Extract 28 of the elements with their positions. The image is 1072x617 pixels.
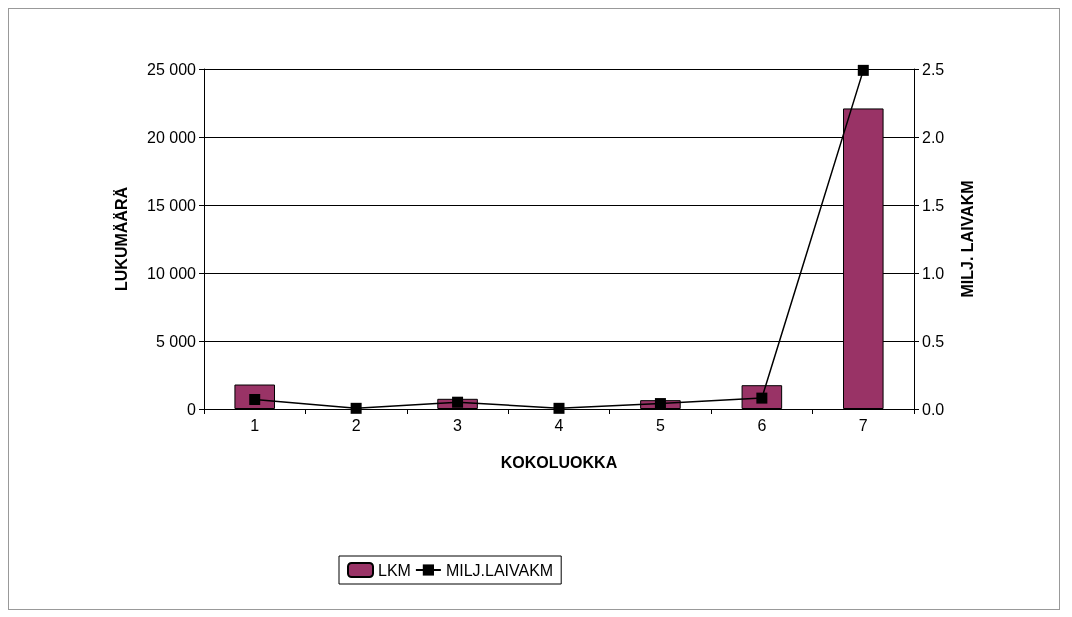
legend-label: MILJ.LAIVAKM (445, 561, 554, 579)
x-tick-label: 4 (554, 416, 564, 434)
x-tick-label: 1 (250, 416, 260, 434)
point (350, 402, 362, 414)
y-tick-label: 0 (187, 400, 197, 418)
x-tick-label: 2 (351, 416, 361, 434)
y-axis-title: LUKUMÄÄRÄ (112, 186, 130, 291)
point (857, 64, 869, 76)
x-tick-label: 3 (453, 416, 463, 434)
y-tick-label: 20 000 (147, 128, 197, 146)
y-tick-label: 15 000 (147, 196, 197, 214)
x-tick-label: 5 (655, 416, 665, 434)
y2-axis-title: MILJ. LAIVAKM (958, 180, 976, 298)
y2-tick-label: 0.5 (922, 332, 945, 350)
y2-tick-label: 0.0 (922, 400, 945, 418)
y2-tick-label: 2.0 (922, 128, 945, 146)
y-tick-label: 10 000 (147, 264, 197, 282)
y2-tick-label: 2.5 (922, 60, 945, 78)
x-axis-title: KOKOLUOKKA (500, 453, 618, 471)
x-tick-label: 6 (757, 416, 767, 434)
legend-label: LKM (378, 561, 411, 579)
x-tick-label: 7 (858, 416, 868, 434)
point (452, 396, 464, 408)
point (553, 402, 565, 414)
y-tick-label: 5 000 (155, 332, 197, 350)
y2-tick-label: 1.0 (922, 264, 945, 282)
y2-tick-label: 1.5 (922, 196, 945, 214)
y-tick-label: 25 000 (147, 60, 197, 78)
